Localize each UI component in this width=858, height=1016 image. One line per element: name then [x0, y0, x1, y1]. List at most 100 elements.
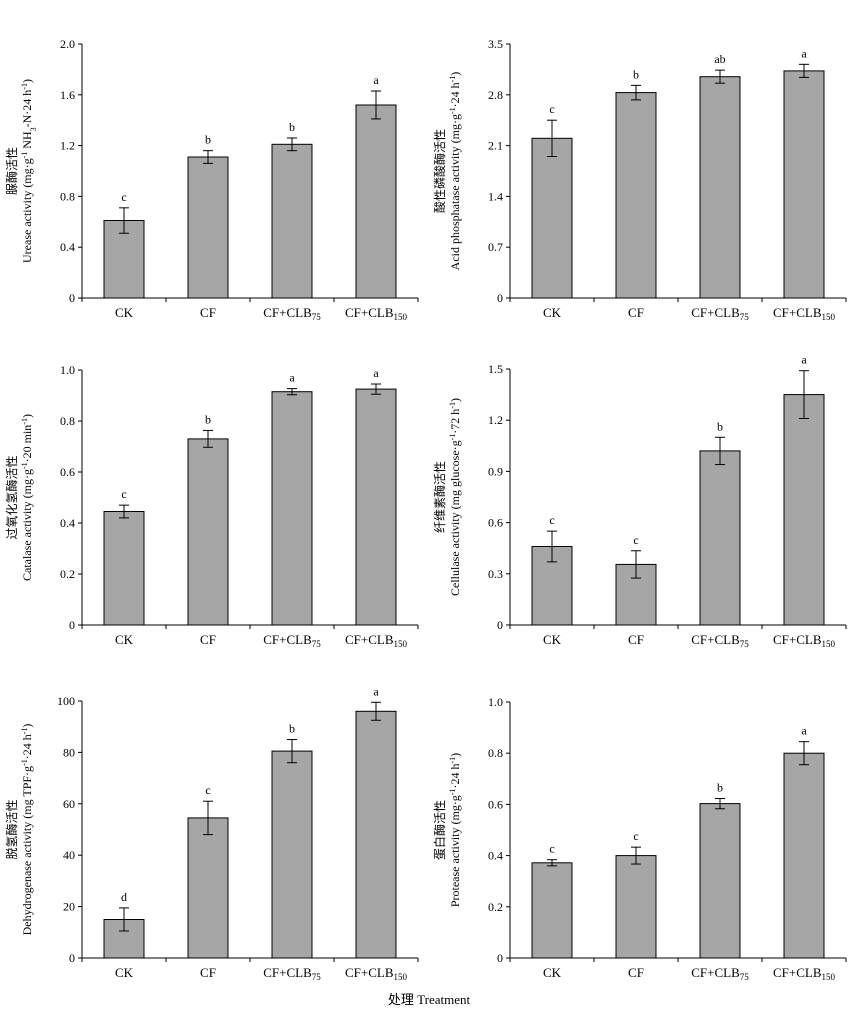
- significance-letter-4-2: c: [633, 533, 638, 547]
- bar-4-4: [783, 394, 825, 626]
- bar-2-1: [531, 137, 573, 299]
- y-axis-title-en-5: Dehydrogenase activity (mg TPF·g-1·24 h-…: [20, 724, 35, 936]
- error-bar-1-4: [371, 90, 381, 120]
- bar-5-2: [187, 817, 229, 959]
- y-tick-label-2-3: 1.4: [488, 189, 503, 203]
- chart-panel-4: c CK c CF b CF+CLB75 a CF+CLB150 0 0.3 0.6 0.9 1.2 1.…: [432, 353, 847, 649]
- y-tick-label-2-1: 0: [497, 291, 503, 305]
- significance-letter-6-4: a: [801, 724, 807, 738]
- bar-6-2: [615, 855, 657, 959]
- y-tick-label-1-2: 0.4: [60, 240, 75, 254]
- x-tick-label-4-3: CF+CLB75: [691, 632, 749, 649]
- y-tick-label-2-2: 0.7: [488, 240, 503, 254]
- y-tick-label-6-6: 1.0: [488, 695, 503, 709]
- y-tick-label-2-4: 2.1: [488, 139, 503, 153]
- y-tick-label-4-5: 1.2: [488, 413, 503, 427]
- y-tick-label-3-3: 0.4: [60, 516, 75, 530]
- x-tick-label-5-2: CF: [200, 965, 216, 980]
- bar-2-3: [699, 76, 741, 299]
- y-tick-label-6-2: 0.2: [488, 900, 503, 914]
- error-bar-6-3: [715, 798, 725, 810]
- x-tick-label-5-4: CF+CLB150: [345, 965, 408, 982]
- y-tick-label-2-5: 2.8: [488, 88, 503, 102]
- bar-5-4: [355, 710, 397, 959]
- y-axis-title-en-4: Cellulase activity (mg glucose·g-1·72 h-…: [448, 398, 463, 596]
- bar-6-4: [783, 752, 825, 959]
- y-tick-label-1-4: 1.2: [60, 139, 75, 153]
- error-bar-6-2: [631, 846, 641, 865]
- y-tick-label-1-5: 1.6: [60, 88, 75, 102]
- y-tick-label-2-6: 3.5: [488, 37, 503, 51]
- x-tick-label-6-3: CF+CLB75: [691, 965, 749, 982]
- x-tick-label-6-1: CK: [543, 965, 562, 980]
- significance-letter-2-2: b: [633, 67, 639, 81]
- x-tick-label-4-4: CF+CLB150: [773, 632, 836, 649]
- bar-1-4: [355, 104, 397, 299]
- y-tick-label-5-3: 40: [63, 848, 75, 862]
- x-tick-label-2-1: CK: [543, 305, 562, 320]
- chart-panel-5: d CK c CF b CF+CLB75 a CF+CLB150 0 20 40 60 80 100 脱氢酶…: [4, 684, 419, 982]
- error-bar-2-2: [631, 84, 641, 101]
- error-bar-3-2: [203, 429, 213, 448]
- bar-3-3: [271, 391, 313, 626]
- significance-letter-4-4: a: [801, 353, 807, 367]
- x-tick-label-3-2: CF: [200, 632, 216, 647]
- x-axis-shared-label: 处理 Treatment: [387, 992, 471, 1007]
- bar-3-2: [187, 438, 229, 626]
- bar-6-1: [531, 862, 573, 959]
- x-tick-label-6-4: CF+CLB150: [773, 965, 836, 982]
- y-tick-label-5-6: 100: [57, 694, 75, 708]
- y-tick-label-6-5: 0.8: [488, 746, 503, 760]
- y-tick-label-5-2: 20: [63, 900, 75, 914]
- x-tick-label-5-1: CK: [115, 965, 134, 980]
- y-axis-title-en-3: Catalase activity (mg·g-1·20 min-1): [20, 414, 35, 581]
- bar-3-4: [355, 388, 397, 626]
- error-bar-5-3: [287, 739, 297, 764]
- error-bar-3-3: [287, 388, 297, 396]
- y-tick-label-5-5: 80: [63, 745, 75, 759]
- significance-letter-6-3: b: [717, 781, 723, 795]
- significance-letter-1-4: a: [373, 73, 379, 87]
- chart-panel-6: c CK c CF b CF+CLB75 a CF+CLB150 0 0.2 0.4 0.6 0.8 1.…: [432, 695, 847, 982]
- bar-2-4: [783, 70, 825, 299]
- significance-letter-5-4: a: [373, 684, 379, 698]
- x-tick-label-1-4: CF+CLB150: [345, 305, 408, 322]
- x-tick-label-6-2: CF: [628, 965, 644, 980]
- x-tick-label-1-1: CK: [115, 305, 134, 320]
- significance-letter-3-4: a: [373, 366, 379, 380]
- x-tick-label-1-2: CF: [200, 305, 216, 320]
- error-bar-3-4: [371, 383, 381, 395]
- y-axis-title-cn-5: 脱氢酶活性: [4, 799, 19, 859]
- error-bar-4-1: [547, 530, 557, 563]
- significance-letter-2-1: c: [549, 102, 554, 116]
- significance-letter-2-4: a: [801, 46, 807, 60]
- bar-1-2: [187, 156, 229, 299]
- bar-2-2: [615, 92, 657, 299]
- y-tick-label-5-1: 0: [69, 951, 75, 965]
- y-tick-label-1-6: 2.0: [60, 37, 75, 51]
- y-tick-label-5-4: 60: [63, 797, 75, 811]
- y-tick-label-6-3: 0.4: [488, 849, 503, 863]
- error-bar-3-1: [119, 504, 129, 519]
- bar-5-3: [271, 750, 313, 959]
- significance-letter-5-3: b: [289, 722, 295, 736]
- chart-panel-1: c CK b CF b CF+CLB75 a CF+CLB150 0 0.4 0.8 1.2 1.6 2.…: [4, 37, 419, 322]
- error-bar-5-2: [203, 800, 213, 836]
- significance-letter-6-1: c: [549, 842, 554, 856]
- error-bar-1-2: [203, 150, 213, 164]
- y-tick-label-3-1: 0: [69, 618, 75, 632]
- x-tick-label-4-2: CF: [628, 632, 644, 647]
- error-bar-1-1: [119, 207, 129, 234]
- x-tick-label-2-4: CF+CLB150: [773, 305, 836, 322]
- error-bar-1-3: [287, 137, 297, 152]
- error-bar-4-4: [799, 370, 809, 419]
- y-tick-label-3-6: 1.0: [60, 363, 75, 377]
- bar-4-3: [699, 450, 741, 626]
- significance-letter-1-3: b: [289, 120, 295, 134]
- y-axis-title-cn-1: 脲酶活性: [4, 147, 19, 195]
- bar-1-3: [271, 143, 313, 299]
- significance-letter-5-1: d: [121, 890, 127, 904]
- error-bar-2-1: [547, 119, 557, 157]
- error-bar-4-2: [631, 550, 641, 579]
- chart-panel-2: c CK b CF ab CF+CLB75 a CF+CLB150 0 0.7 1.4 2.1 2.8 3…: [432, 37, 847, 322]
